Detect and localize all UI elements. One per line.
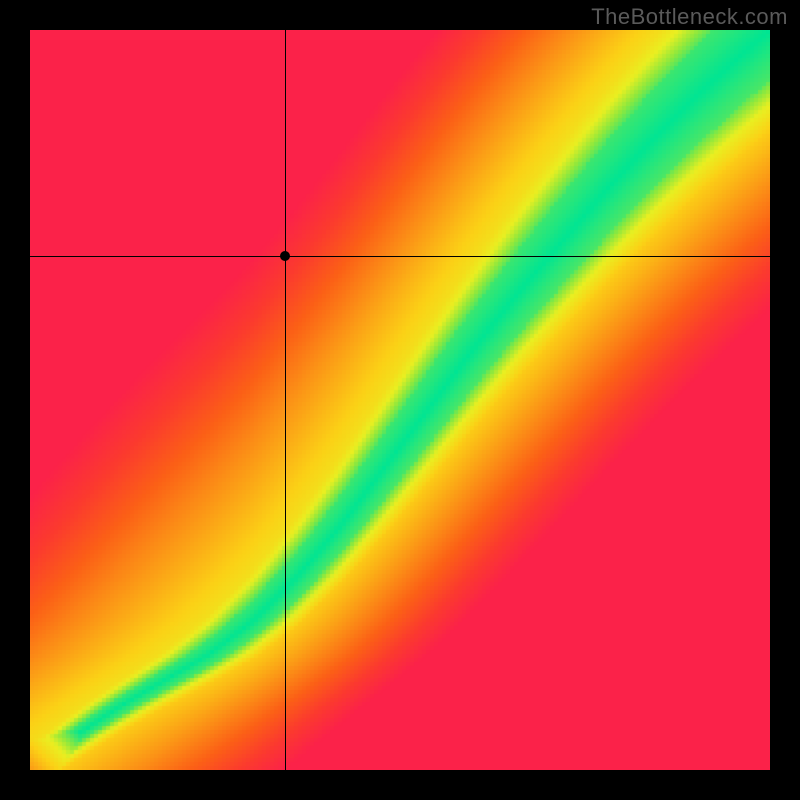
heatmap-canvas — [30, 30, 770, 770]
watermark-text: TheBottleneck.com — [591, 4, 788, 30]
plot-area — [30, 30, 770, 770]
marker-dot — [280, 251, 290, 261]
chart-container: TheBottleneck.com — [0, 0, 800, 800]
crosshair-horizontal — [30, 256, 770, 257]
crosshair-vertical — [285, 30, 286, 770]
